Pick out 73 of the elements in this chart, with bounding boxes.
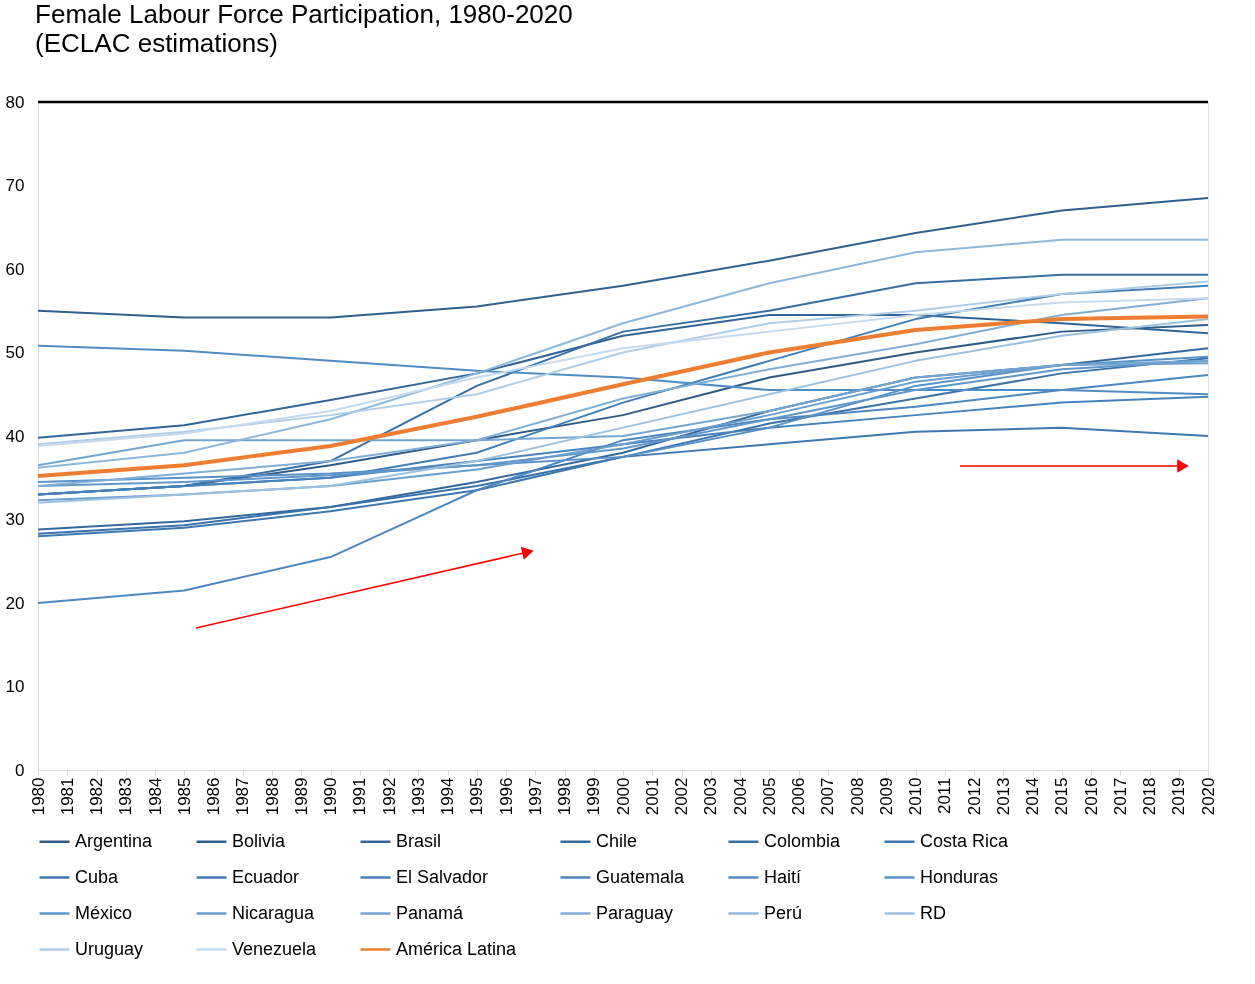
x-tick-label: 2004 <box>730 777 750 816</box>
y-tick-label: 10 <box>5 677 25 696</box>
x-tick-label: 1981 <box>57 777 77 816</box>
y-tick-label: 60 <box>5 259 25 279</box>
x-tick-label: 2002 <box>672 777 691 816</box>
x-tick-label: 2012 <box>964 777 984 816</box>
legend-label: Chile <box>596 830 638 851</box>
y-tick-label: 20 <box>5 593 25 613</box>
x-tick-label: 1988 <box>262 777 282 816</box>
legend-label: Uruguay <box>75 938 144 959</box>
legend-label: México <box>75 902 133 923</box>
x-tick-label: 2007 <box>818 777 838 816</box>
legend-label: Paraguay <box>596 902 674 923</box>
x-tick-label: 1989 <box>291 777 311 816</box>
y-tick-label: 70 <box>5 176 25 195</box>
x-tick-label: 1980 <box>28 777 48 816</box>
x-tick-label: 2006 <box>789 777 808 816</box>
x-tick-label: 2018 <box>1140 777 1159 816</box>
y-tick-label: 80 <box>5 92 25 112</box>
x-tick-label: 2017 <box>1110 777 1130 816</box>
legend-label: Guatemala <box>596 866 686 887</box>
x-tick-label: 1991 <box>350 777 370 816</box>
x-tick-label: 1992 <box>379 777 399 816</box>
x-tick-label: 1994 <box>438 777 457 816</box>
legend-label: Brasil <box>396 830 442 851</box>
legend-label: Perú <box>764 902 803 923</box>
x-tick-label: 2014 <box>1023 777 1042 816</box>
legend-label: Venezuela <box>232 938 318 959</box>
x-tick-label: 1983 <box>116 777 136 816</box>
x-tick-label: 1996 <box>496 777 516 816</box>
x-tick-label: 2008 <box>847 777 867 816</box>
x-tick-label: 1999 <box>584 777 604 816</box>
x-tick-label: 2015 <box>1052 777 1072 816</box>
chart-subtitle: (ECLAC estimations) <box>35 28 278 58</box>
legend-label: Nicaragua <box>232 902 316 923</box>
x-tick-label: 2010 <box>906 777 925 816</box>
x-tick-label: 2011 <box>935 777 955 815</box>
x-tick-label: 2003 <box>701 777 721 816</box>
x-tick-label: 2013 <box>993 777 1013 816</box>
x-tick-label: 1984 <box>145 777 165 816</box>
x-tick-label: 2001 <box>642 777 662 816</box>
legend-label: RD <box>920 902 946 923</box>
legend-label: Panamá <box>396 902 465 923</box>
y-tick-label: 30 <box>5 510 25 529</box>
chart-title: Female Labour Force Participation, 1980-2020 <box>35 0 573 29</box>
legend-label: Argentina <box>75 830 154 851</box>
legend-label: Honduras <box>920 866 999 887</box>
x-tick-label: 1982 <box>87 777 106 816</box>
x-tick-label: 2005 <box>759 777 779 816</box>
legend-label: América Latina <box>396 938 518 959</box>
legend-label: El Salvador <box>396 866 489 887</box>
legend-label: Bolivia <box>232 830 287 851</box>
legend-label: Costa Rica <box>920 830 1010 851</box>
y-tick-label: 0 <box>15 760 25 780</box>
x-tick-label: 1993 <box>408 777 428 816</box>
x-tick-label: 2020 <box>1198 777 1218 816</box>
legend-label: Cuba <box>75 866 120 887</box>
x-tick-label: 2009 <box>876 777 896 816</box>
x-tick-label: 2019 <box>1169 777 1189 816</box>
x-tick-label: 1986 <box>204 777 223 816</box>
x-tick-label: 1998 <box>555 777 574 816</box>
x-tick-label: 1987 <box>233 777 253 816</box>
x-tick-label: 2016 <box>1081 777 1101 816</box>
x-tick-label: 1990 <box>321 777 340 816</box>
y-tick-label: 40 <box>5 426 25 446</box>
x-tick-label: 1997 <box>525 777 545 816</box>
x-tick-label: 1995 <box>467 777 487 816</box>
legend-label: Haití <box>764 866 802 887</box>
x-tick-label: 2000 <box>613 777 633 816</box>
legend-label: Ecuador <box>232 866 300 887</box>
x-tick-label: 1985 <box>174 777 194 816</box>
y-tick-label: 50 <box>5 343 25 362</box>
legend-label: Colombia <box>764 830 842 851</box>
